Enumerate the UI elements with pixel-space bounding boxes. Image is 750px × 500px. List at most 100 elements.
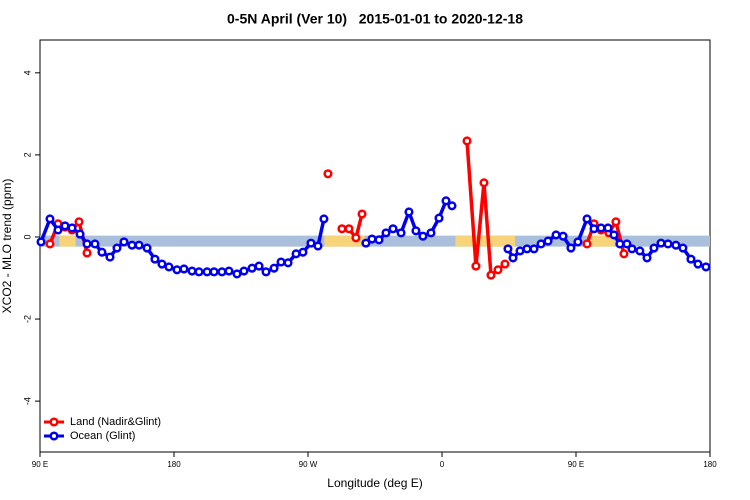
point	[74, 217, 84, 227]
point	[529, 244, 539, 254]
point	[90, 239, 100, 249]
point	[150, 254, 160, 264]
point	[589, 224, 599, 234]
point	[298, 247, 308, 257]
point	[194, 267, 204, 277]
y-tick-label: 2	[22, 152, 32, 157]
point	[508, 253, 518, 263]
point	[60, 221, 70, 231]
point	[558, 231, 568, 241]
point	[493, 265, 503, 275]
point	[276, 257, 286, 267]
point	[551, 230, 561, 240]
point	[503, 244, 513, 254]
point	[45, 239, 55, 249]
point	[224, 266, 234, 276]
point	[441, 196, 451, 206]
point	[45, 214, 55, 224]
point	[404, 207, 414, 217]
point	[261, 267, 271, 277]
point	[381, 228, 391, 238]
point	[53, 225, 63, 235]
point	[396, 228, 406, 238]
point	[202, 267, 212, 277]
y-axis-label: XCO2 - MLO trend (ppm)	[0, 179, 14, 314]
point	[471, 261, 481, 271]
point	[596, 223, 606, 233]
point	[269, 263, 279, 273]
point	[486, 270, 496, 280]
point	[232, 269, 242, 279]
point	[635, 246, 645, 256]
point	[615, 239, 625, 249]
x-axis-label: Longitude (deg E)	[327, 476, 422, 490]
point	[374, 235, 384, 245]
point	[291, 249, 301, 259]
x-tick-label: 90 E	[32, 460, 48, 469]
y-tick-label: 4	[22, 70, 32, 75]
point	[582, 214, 592, 224]
point	[388, 224, 398, 234]
point	[82, 248, 92, 258]
point	[344, 224, 354, 234]
point	[337, 224, 347, 234]
point	[283, 258, 293, 268]
legend-marker	[49, 417, 59, 427]
point	[112, 243, 122, 253]
point	[686, 254, 696, 264]
legend-label: Ocean (Glint)	[70, 430, 135, 442]
point	[642, 253, 652, 263]
y-tick-label: -4	[22, 397, 32, 405]
point	[323, 169, 333, 179]
point	[663, 239, 673, 249]
point	[609, 230, 619, 240]
point	[678, 243, 688, 253]
point	[411, 226, 421, 236]
point	[603, 223, 613, 233]
point	[619, 249, 629, 259]
legend-label: Land (Nadir&Glint)	[70, 416, 161, 428]
point	[67, 223, 77, 233]
point	[105, 252, 115, 262]
point	[649, 243, 659, 253]
point	[319, 214, 329, 224]
point	[313, 241, 323, 251]
point	[36, 237, 46, 247]
point	[351, 233, 361, 243]
point	[172, 265, 182, 275]
point	[357, 209, 367, 219]
point	[134, 240, 144, 250]
point	[82, 239, 92, 249]
point	[671, 240, 681, 250]
point	[447, 201, 457, 211]
point	[361, 238, 371, 248]
point	[573, 237, 583, 247]
point	[209, 267, 219, 277]
x-tick-label: 180	[167, 460, 181, 469]
point	[522, 244, 532, 254]
x-tick-label: 90 W	[299, 460, 318, 469]
point	[418, 231, 428, 241]
chart-title: 0-5N April (Ver 10) 2015-01-01 to 2020-1…	[227, 11, 523, 27]
point	[693, 259, 703, 269]
point	[217, 267, 227, 277]
point	[479, 178, 489, 188]
point	[434, 213, 444, 223]
y-tick-label: -2	[22, 315, 32, 323]
point	[367, 234, 377, 244]
point	[515, 246, 525, 256]
x-tick-label: 90 E	[568, 460, 584, 469]
point	[75, 229, 85, 239]
point	[582, 239, 592, 249]
point	[462, 136, 472, 146]
point	[127, 240, 137, 250]
legend-marker	[49, 431, 59, 441]
point	[119, 237, 129, 247]
series-line	[48, 140, 626, 277]
point	[247, 263, 257, 273]
point	[500, 259, 510, 269]
point	[157, 259, 167, 269]
point	[187, 266, 197, 276]
point	[97, 247, 107, 257]
point	[611, 217, 621, 227]
